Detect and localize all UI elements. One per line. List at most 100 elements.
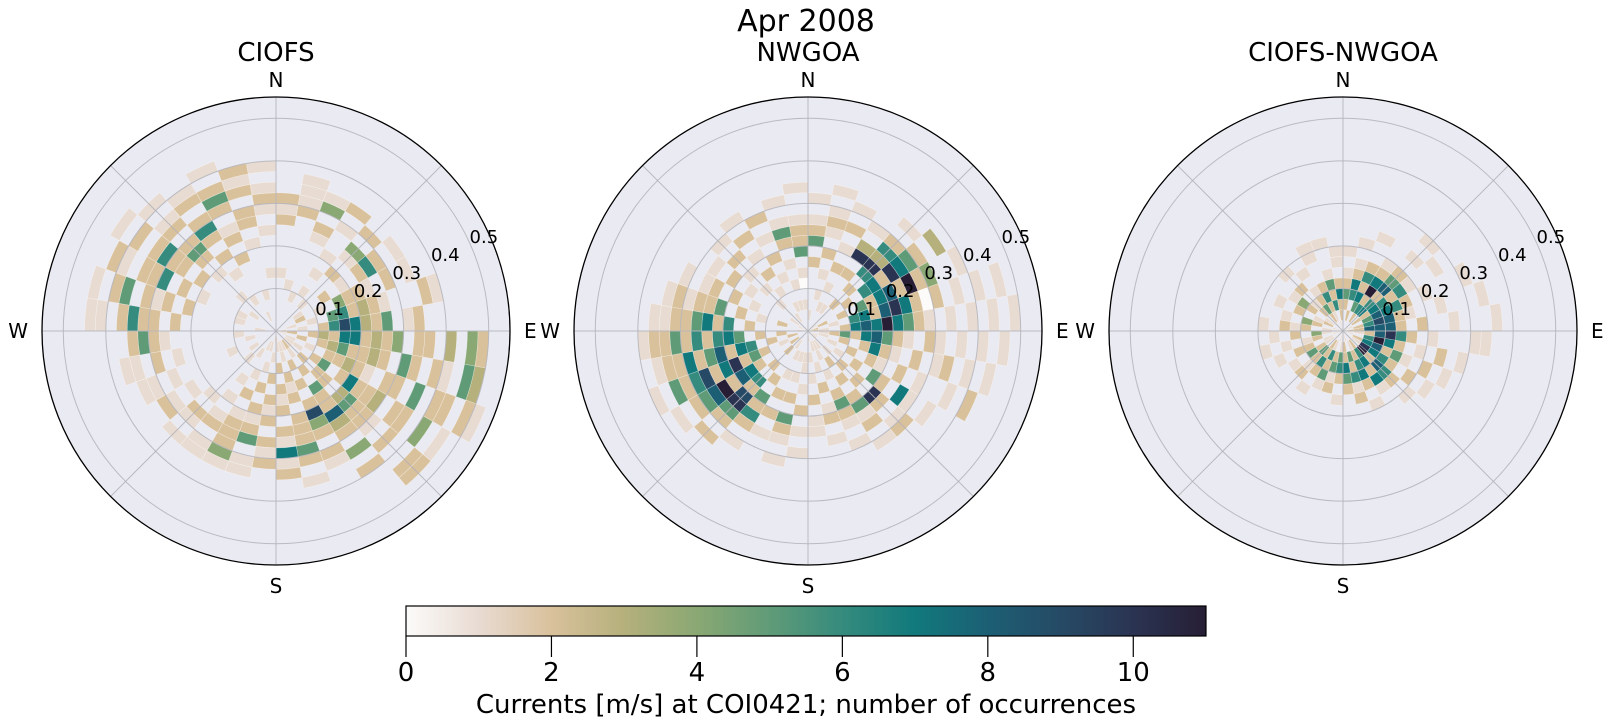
grid-spoke bbox=[642, 330, 809, 497]
polar-cell bbox=[1388, 348, 1404, 364]
polar-cell bbox=[173, 192, 202, 218]
polar-cell bbox=[235, 215, 258, 232]
polar-cell bbox=[1329, 393, 1344, 406]
polar-cell bbox=[811, 339, 820, 352]
polar-cell bbox=[860, 412, 884, 433]
polar-cell bbox=[809, 340, 816, 353]
polar-cell bbox=[807, 424, 827, 438]
polar-cell bbox=[1472, 279, 1490, 308]
polar-cell bbox=[348, 315, 362, 332]
polar-cell bbox=[380, 310, 394, 332]
polar-cell bbox=[275, 424, 295, 438]
polar-cell bbox=[839, 266, 857, 283]
polar-cell bbox=[789, 316, 801, 327]
grid-spoke bbox=[110, 165, 277, 332]
polar-cell bbox=[715, 378, 736, 400]
polar-cell bbox=[279, 339, 288, 352]
polar-cell bbox=[308, 413, 330, 432]
polar-cell bbox=[650, 356, 669, 386]
polar-cell bbox=[1405, 330, 1418, 345]
figure-suptitle: Apr 2008 bbox=[737, 4, 875, 39]
radial-tick-label: 0.3 bbox=[392, 263, 421, 284]
polar-cell bbox=[1331, 310, 1340, 323]
grid-spoke bbox=[807, 165, 974, 332]
polar-cell bbox=[743, 319, 756, 332]
polar-cell bbox=[737, 352, 754, 369]
polar-cell bbox=[1349, 349, 1360, 362]
polar-cell bbox=[867, 305, 882, 321]
plot-title-nwgoa: NWGOA bbox=[756, 38, 860, 68]
polar-cell bbox=[322, 190, 351, 212]
polar-cell bbox=[814, 300, 825, 313]
polar-cell bbox=[1347, 312, 1358, 324]
polar-cell bbox=[375, 290, 392, 313]
polar-cell bbox=[1350, 316, 1362, 327]
polar-cell bbox=[286, 390, 302, 405]
polar-cell bbox=[789, 224, 809, 238]
polar-cell bbox=[357, 255, 378, 279]
polar-cell bbox=[826, 337, 839, 348]
polar-cell bbox=[807, 414, 825, 428]
polar-cell bbox=[792, 403, 809, 417]
polar-cell bbox=[796, 266, 809, 279]
polar-cell bbox=[817, 332, 830, 339]
polar-cell bbox=[118, 356, 137, 386]
polar-cell bbox=[1360, 270, 1376, 286]
polar-cell bbox=[1320, 267, 1335, 282]
polar-cell bbox=[807, 234, 825, 248]
polar-cell bbox=[1351, 380, 1366, 395]
polar-cell bbox=[255, 435, 277, 449]
polar-cell bbox=[129, 354, 147, 383]
polar-cell bbox=[359, 314, 373, 332]
polar-cell bbox=[221, 173, 251, 192]
polar-cell bbox=[224, 184, 253, 202]
colorbar-tick-label: 0 bbox=[398, 658, 415, 688]
polar-cell bbox=[1257, 315, 1271, 332]
polar-cell bbox=[262, 393, 277, 406]
polar-cell bbox=[661, 279, 679, 308]
polar-cell bbox=[843, 220, 867, 240]
polar-cell bbox=[279, 350, 288, 363]
polar-cell bbox=[754, 230, 776, 249]
polar-cell bbox=[1415, 315, 1429, 332]
polar-cell bbox=[722, 315, 736, 332]
polar-cell bbox=[1349, 300, 1360, 313]
polar-cell bbox=[1320, 380, 1335, 395]
polar-cell bbox=[697, 366, 717, 390]
polar-cell bbox=[1426, 330, 1440, 348]
polar-cell bbox=[169, 312, 183, 332]
compass-label-east: E bbox=[1056, 319, 1069, 343]
polar-cell bbox=[690, 310, 704, 332]
polar-cell bbox=[1329, 256, 1344, 269]
polar-cell bbox=[744, 339, 759, 354]
polar-cell bbox=[275, 213, 297, 227]
polar-cell bbox=[359, 330, 373, 348]
radial-tick-label: 0.4 bbox=[431, 245, 460, 266]
polar-cell bbox=[330, 352, 347, 369]
polar-cell bbox=[814, 349, 825, 362]
polar-cell bbox=[1361, 314, 1374, 325]
radial-tick-label: 0.2 bbox=[1421, 281, 1450, 302]
polar-cell bbox=[977, 362, 997, 397]
polar-cell bbox=[234, 371, 250, 387]
polar-cell bbox=[697, 272, 717, 296]
polar-cell bbox=[733, 330, 746, 345]
polar-cell bbox=[307, 266, 325, 283]
compass-label-east: E bbox=[1591, 319, 1604, 343]
polar-cell bbox=[1402, 305, 1417, 321]
polar-grid bbox=[574, 97, 1042, 565]
polar-cell bbox=[947, 276, 966, 306]
compass-label-north: N bbox=[1336, 68, 1351, 92]
compass-label-south: S bbox=[1337, 574, 1350, 598]
polar-cell bbox=[791, 300, 802, 313]
polar-cell bbox=[796, 383, 809, 396]
polar-cell bbox=[1347, 338, 1358, 350]
polar-cell bbox=[264, 339, 273, 352]
polar-cell bbox=[816, 267, 831, 282]
polar-cell bbox=[816, 380, 831, 395]
polar-cell bbox=[1279, 339, 1294, 354]
polar-cell bbox=[1346, 339, 1355, 352]
polar-cell bbox=[743, 282, 760, 300]
polar-cell bbox=[380, 330, 394, 352]
polar-cell bbox=[807, 372, 818, 385]
